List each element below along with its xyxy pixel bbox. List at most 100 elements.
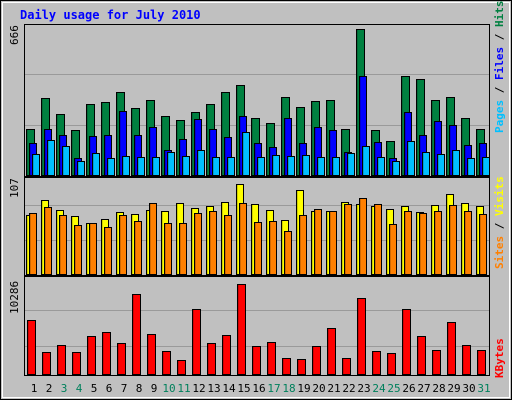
bar-pages-day-9: [152, 157, 160, 176]
bar-kbytes-day-16: [252, 346, 261, 375]
x-tick-label-day-31: 31: [477, 382, 490, 395]
bar-kbytes-day-13: [207, 343, 216, 375]
bar-kbytes-day-21: [327, 328, 336, 375]
bar-sites-day-31: [479, 214, 487, 275]
bar-body: [422, 152, 430, 176]
bar-pages-day-3: [62, 146, 70, 176]
bar-pages-day-12: [197, 150, 205, 176]
bar-body: [87, 336, 96, 375]
bar-pages-day-31: [482, 157, 490, 176]
bar-body: [344, 204, 352, 275]
bar-pages-day-24: [377, 157, 385, 176]
x-tick-label-day-4: 4: [76, 382, 83, 395]
x-tick-label-day-25: 25: [387, 382, 400, 395]
bar-pages-day-15: [242, 132, 250, 176]
bar-body: [107, 158, 115, 176]
bar-body: [92, 153, 100, 176]
bar-pages-day-19: [302, 155, 310, 176]
bar-sites-day-16: [254, 222, 262, 275]
bar-body: [237, 284, 246, 375]
y-tick-label-pages-files-hits: 666: [8, 25, 21, 45]
legend-sites-visits: Sites / Visits: [493, 176, 506, 269]
bar-kbytes-day-24: [372, 351, 381, 375]
bar-kbytes-day-26: [402, 309, 411, 375]
bar-body: [467, 158, 475, 176]
bar-body: [314, 209, 322, 275]
bar-sites-day-28: [434, 211, 442, 275]
bar-body: [417, 336, 426, 375]
bar-body: [122, 156, 130, 176]
bar-body: [222, 335, 231, 375]
bar-body: [179, 223, 187, 275]
bar-pages-day-16: [257, 157, 265, 176]
bar-kbytes-day-31: [477, 350, 486, 375]
x-tick-label-day-8: 8: [136, 382, 143, 395]
bar-body: [312, 346, 321, 375]
x-tick-label-day-22: 22: [342, 382, 355, 395]
x-tick-label-day-16: 16: [252, 382, 265, 395]
legend-text: KBytes: [493, 338, 506, 378]
bar-body: [392, 161, 400, 176]
bar-sites-day-5: [89, 223, 97, 275]
x-tick-label-day-12: 12: [192, 382, 205, 395]
bar-body: [252, 346, 261, 375]
legend-pages-files-hits: Pages / Files / Hits: [493, 1, 506, 134]
bar-body: [137, 157, 145, 176]
bar-kbytes-day-3: [57, 345, 66, 375]
bar-body: [464, 211, 472, 275]
bar-body: [254, 222, 262, 275]
bar-body: [102, 332, 111, 375]
bar-body: [377, 157, 385, 176]
x-tick-label-day-10: 10: [162, 382, 175, 395]
bar-body: [197, 150, 205, 176]
bar-sites-day-27: [419, 213, 427, 275]
bar-sites-day-10: [164, 223, 172, 275]
bar-pages-day-23: [362, 146, 370, 176]
bar-pages-day-30: [467, 158, 475, 176]
x-tick-label-day-26: 26: [402, 382, 415, 395]
bar-kbytes-day-29: [447, 322, 456, 375]
bar-body: [77, 161, 85, 176]
bar-body: [479, 214, 487, 275]
bar-pages-day-6: [107, 158, 115, 176]
bar-sites-day-21: [329, 211, 337, 275]
bar-sites-day-30: [464, 211, 472, 275]
bar-body: [134, 221, 142, 275]
bar-body: [462, 345, 471, 375]
bar-body: [147, 334, 156, 375]
x-tick-label-day-27: 27: [417, 382, 430, 395]
bar-sites-day-18: [284, 231, 292, 275]
bar-body: [362, 146, 370, 176]
x-tick-label-day-5: 5: [91, 382, 98, 395]
bar-kbytes-day-25: [387, 353, 396, 375]
x-tick-label-day-19: 19: [297, 382, 310, 395]
bar-body: [224, 215, 232, 275]
x-tick-label-day-1: 1: [31, 382, 38, 395]
bar-body: [287, 156, 295, 176]
legend-kbytes: KBytes: [493, 338, 506, 378]
legend-item-hits: Hits: [493, 1, 506, 28]
bar-body: [239, 203, 247, 275]
bar-sites-day-26: [404, 211, 412, 275]
bar-sites-day-8: [134, 221, 142, 275]
bar-body: [327, 328, 336, 375]
bar-body: [209, 211, 217, 275]
bar-pages-day-10: [167, 152, 175, 176]
x-tick-label-day-18: 18: [282, 382, 295, 395]
bar-pages-day-26: [407, 141, 415, 176]
bar-kbytes-day-5: [87, 336, 96, 375]
bar-sites-day-7: [119, 215, 127, 275]
bar-sites-day-24: [374, 204, 382, 275]
bar-pages-day-4: [77, 161, 85, 176]
bar-body: [89, 223, 97, 275]
bar-body: [42, 352, 51, 375]
bar-body: [182, 156, 190, 176]
legend-item-sites: Sites: [493, 236, 506, 269]
bar-pages-day-14: [227, 157, 235, 176]
bar-body: [477, 350, 486, 375]
bars: [26, 29, 490, 375]
bar-kbytes-day-1: [27, 320, 36, 375]
bar-body: [74, 225, 82, 275]
bar-body: [297, 359, 306, 375]
